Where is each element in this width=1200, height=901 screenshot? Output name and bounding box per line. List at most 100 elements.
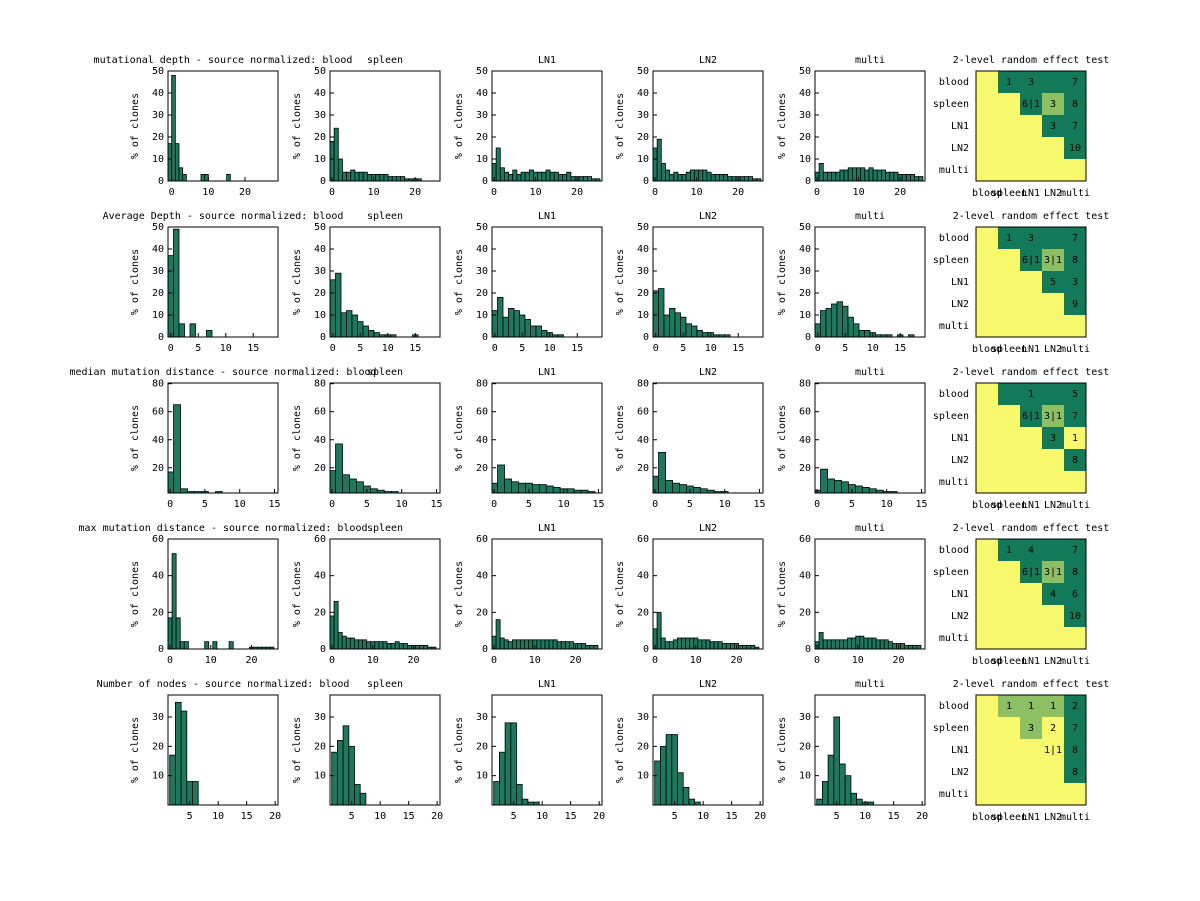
panel: spleen 0 20 40 60 0 10 20 % of clones: [292, 523, 441, 666]
x-tick-label: 20: [569, 655, 581, 666]
cell-label: 4: [1050, 589, 1056, 600]
x-tick-label: 0: [169, 187, 175, 198]
heatmap-cell: [1064, 159, 1086, 181]
y-tick-label: 30: [476, 110, 488, 121]
bar: [818, 162, 824, 181]
y-tick-label: 0: [320, 176, 326, 187]
x-tick-label: 15: [565, 811, 577, 822]
cell-label: 8: [1072, 745, 1078, 756]
bar: [827, 171, 833, 181]
x-tick-label: 15: [403, 811, 415, 822]
bar: [714, 173, 720, 181]
y-tick-label: 40: [637, 571, 649, 582]
bar: [738, 644, 744, 649]
bar: [178, 167, 184, 181]
panel: 2-level random effect test 1 4 7 6|1 3|1 8 4 6 10…: [933, 523, 1109, 667]
y-axis-label: % of clones: [454, 717, 465, 783]
panel: LN1 0 10 20 30 40 50 0 10 20 % of clones: [454, 55, 603, 198]
bar: [511, 481, 519, 493]
bar: [178, 323, 185, 337]
bar: [725, 643, 731, 649]
panel-title: LN2: [699, 211, 717, 222]
panel: max mutation distance - source normalize…: [79, 523, 368, 666]
y-tick-label: 10: [152, 154, 164, 165]
heatmap-cell: [998, 315, 1020, 337]
panel: spleen 0 10 20 30 40 50 0 10 20 % of clones: [292, 55, 441, 198]
bar: [536, 639, 542, 649]
plot-frame: [975, 538, 1087, 650]
cell-label: 7: [1072, 411, 1078, 422]
bar: [511, 639, 517, 649]
y-tick-label: 50: [799, 222, 811, 233]
bar: [180, 710, 188, 805]
y-tick-label: 0: [158, 644, 164, 655]
heatmap-cell: [1020, 227, 1042, 249]
bar: [538, 484, 547, 493]
bar: [582, 176, 588, 181]
y-tick-label: 20: [314, 463, 326, 474]
x-tick-label: 15: [894, 343, 906, 354]
bar: [504, 478, 512, 493]
bar: [556, 641, 562, 649]
x-tick-label: 0: [167, 655, 173, 666]
cell-label: 1|1: [1044, 745, 1062, 756]
cell-label: 1: [1050, 701, 1056, 712]
bar: [524, 639, 530, 649]
bar: [204, 173, 209, 181]
bar: [697, 639, 703, 649]
bar: [342, 171, 348, 181]
bar: [346, 310, 353, 337]
row-label: LN2: [951, 611, 969, 622]
bar: [359, 792, 367, 805]
heatmap-cell: [1042, 227, 1064, 249]
bar: [497, 296, 504, 337]
x-tick-label: 15: [592, 499, 604, 510]
y-tick-label: 0: [482, 644, 488, 655]
row-label: LN1: [951, 589, 969, 600]
bar: [398, 643, 404, 649]
panel: spleen 20 40 60 80 0 5 10 15 % of clones: [292, 367, 443, 510]
cell-label: 1: [1028, 701, 1034, 712]
x-tick-label: 0: [329, 655, 335, 666]
bar: [851, 637, 857, 649]
bar: [827, 478, 835, 493]
y-axis-label: % of clones: [615, 93, 626, 159]
y-tick-label: 60: [476, 534, 488, 545]
heatmap-cell: [1020, 293, 1042, 315]
heatmap-cell: [1064, 695, 1086, 717]
heatmap-cell: [1020, 449, 1042, 471]
y-tick-label: 10: [799, 771, 811, 782]
panel-title: multi: [855, 679, 885, 690]
bar: [826, 639, 832, 649]
bar: [368, 329, 375, 337]
x-tick-label: 5: [349, 811, 355, 822]
heatmap-cell: [998, 293, 1020, 315]
y-tick-label: 20: [637, 132, 649, 143]
panel-title: max mutation distance - source normalize…: [79, 523, 368, 534]
heatmap-cell: [1064, 539, 1086, 561]
cell-label: 3|1: [1044, 255, 1062, 266]
x-tick-label: 10: [367, 655, 379, 666]
y-tick-label: 80: [476, 379, 488, 390]
heatmap-cell: [1064, 115, 1086, 137]
bar: [175, 617, 181, 649]
heatmap-cell: [976, 159, 998, 181]
y-axis-label: % of clones: [130, 249, 141, 315]
y-tick-label: 40: [476, 88, 488, 99]
y-tick-label: 20: [314, 607, 326, 618]
bars: [815, 468, 919, 493]
y-tick-label: 30: [799, 266, 811, 277]
column-label: LN2: [1044, 812, 1062, 823]
heatmap-cell: [1042, 383, 1064, 405]
bar: [692, 486, 701, 493]
bar: [879, 639, 885, 649]
y-tick-label: 20: [799, 132, 811, 143]
bar: [864, 329, 871, 337]
y-tick-label: 20: [799, 741, 811, 752]
x-tick-label: 20: [407, 655, 419, 666]
panel: multi 0 10 20 30 40 50 0 5 10 15 % of clones: [777, 211, 926, 354]
heatmap-cell: [1042, 761, 1064, 783]
heatmap-cell: [1064, 627, 1086, 649]
x-tick-label: 15: [241, 811, 253, 822]
panel-title: mutational depth - source normalized: bl…: [94, 55, 353, 66]
